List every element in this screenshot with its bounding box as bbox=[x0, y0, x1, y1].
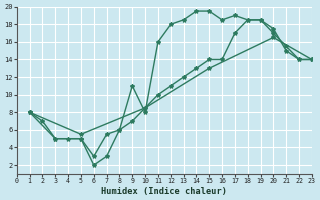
X-axis label: Humidex (Indice chaleur): Humidex (Indice chaleur) bbox=[101, 187, 227, 196]
